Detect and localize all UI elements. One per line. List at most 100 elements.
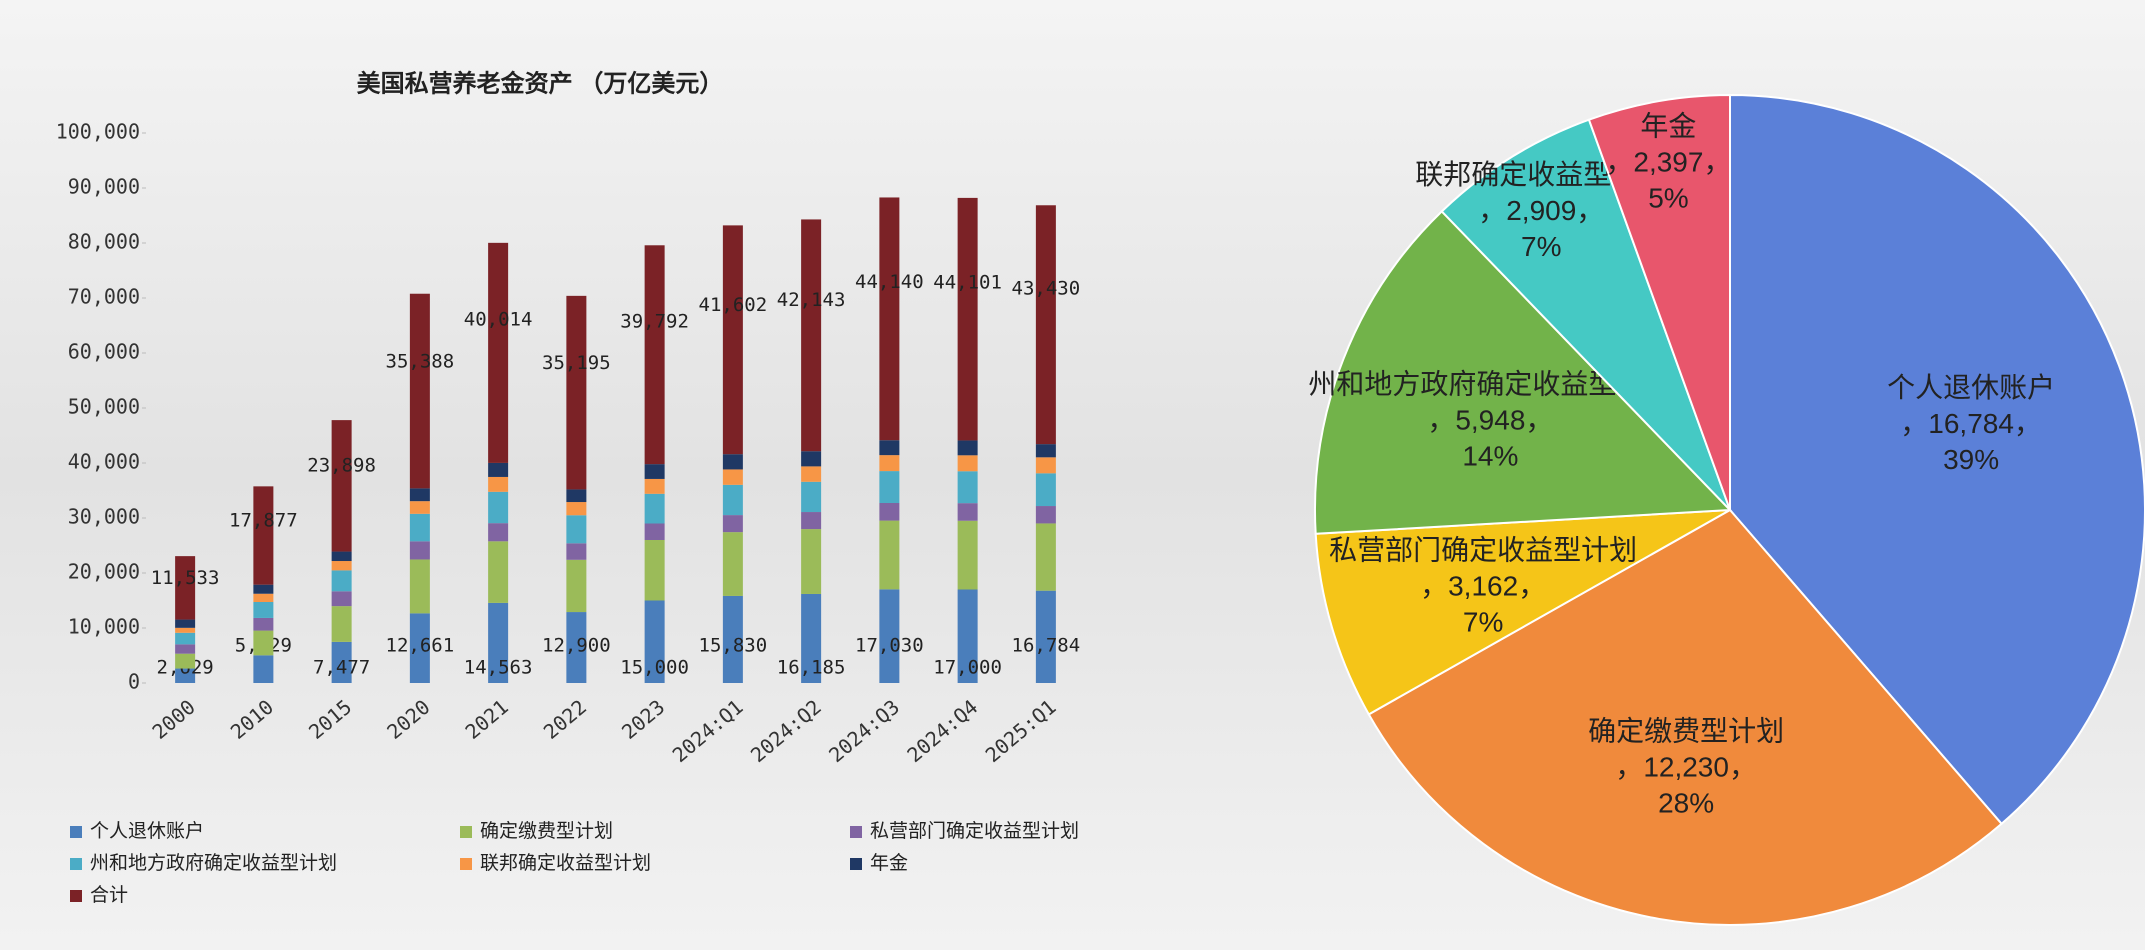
bar-segment [801,219,822,452]
bar-segment [253,601,274,618]
y-tick-label: 50,000 [68,395,140,419]
pie-slice [1367,508,2003,926]
bar-segment [957,471,978,504]
legend-label: 确定缴费型计划 [480,820,613,842]
legend-label: 年金 [870,852,908,874]
legend-swatch [70,858,82,870]
data-label: 15,000 [620,657,689,679]
bar-segment [253,584,274,594]
bar-segment [331,591,352,607]
data-label: 15,830 [699,635,768,657]
bar-segment [175,668,196,683]
pie-label-separator: ， [1900,409,1928,440]
data-label: 40,014 [464,308,533,330]
legend-swatch [70,826,82,838]
pie-label-value: 2,909 [1506,195,1576,226]
bar-segment [879,440,900,456]
bar-segment [175,644,196,654]
bar-segment [957,440,978,456]
pie-slice [1440,118,1731,511]
data-label: 35,388 [386,350,455,372]
bar-segment [566,559,587,613]
legend-label: 私营部门确定收益型计划 [870,820,1079,842]
pie-slice [1314,209,1733,535]
bar-segment [488,242,509,463]
bar-segment [253,655,274,683]
bar-segment [409,559,430,614]
pie-slice [1314,509,1731,716]
y-tick-label: 30,000 [68,505,140,529]
bar-segment [879,455,900,472]
bar-segment [566,612,587,683]
data-label: 17,030 [855,635,924,657]
legend-label: 个人退休账户 [90,820,204,842]
bar-segment [331,641,352,683]
pie-label: 年金，2,397， 5% [1605,111,1731,214]
bar-segment [331,606,352,642]
data-label: 23,898 [307,455,376,477]
bar-segment [566,543,587,560]
pie-label-value: 3,162 [1448,571,1518,602]
bar-segment [253,593,274,602]
bar-segment [488,476,509,492]
bar-segment [644,540,665,601]
legend-label: 合计 [90,884,128,906]
bar-segment [409,488,430,502]
bar-segment [879,197,900,441]
pie-label-separator: ， [1615,752,1643,783]
pie-label-category: 年金 [1640,111,1696,142]
legend-swatch [460,826,472,838]
bar-segment [957,455,978,472]
bar-segment [488,602,509,683]
bar-segment [566,489,587,503]
bar-segment [879,520,900,590]
bar-segment [957,197,978,441]
bar-segment [175,627,196,633]
pie-label-separator: ， [1478,195,1506,226]
bar-segment [175,556,196,620]
bar-segment [722,515,743,533]
y-tick-label: 10,000 [68,615,140,639]
legend-label: 联邦确定收益型计划 [480,852,651,874]
bar-segment [722,532,743,596]
legend-swatch [850,858,862,870]
bar-segment [801,451,822,467]
bar-segment [253,486,274,585]
bar-segment [801,529,822,594]
y-tick-label: 60,000 [68,340,140,364]
data-label: 35,195 [542,352,611,374]
y-tick-label: 0 [128,670,140,694]
bar-segment [175,653,196,669]
legend-label: 州和地方政府确定收益型计划 [90,852,337,874]
bar-segment [644,600,665,683]
bar-segment [409,513,430,542]
data-label: 17,000 [933,657,1002,679]
bar-segment [488,523,509,542]
data-label: 7,477 [313,657,370,679]
y-tick-label: 100,000 [56,120,140,144]
bar-segment [879,502,900,521]
chart-title: 美国私营养老金资产 （万亿美元） [357,69,724,97]
bar-segment [331,551,352,562]
bar-segment [331,570,352,592]
bar-segment [957,503,978,521]
pie-label-value: 12,230 [1643,752,1729,783]
y-tick-label: 40,000 [68,450,140,474]
pie-label-percent: 7% [1463,607,1503,638]
pie-label-percent: 7% [1521,231,1561,262]
data-label: 12,661 [386,635,455,657]
data-label: 11,533 [151,567,220,589]
bar-segment [644,523,665,540]
y-tick-label: 70,000 [68,285,140,309]
bar-segment [175,619,196,628]
bar-segment [801,512,822,530]
data-label: 41,602 [699,294,768,316]
pie-label-separator: ， [1427,405,1455,436]
bar-segment [1035,590,1056,683]
pie-label-separator: ， [1576,195,1604,226]
bar-segment [566,295,587,490]
pie-label-value: 2,397 [1633,147,1703,178]
pie-slice [1729,93,2145,826]
bar-segment [331,420,352,552]
bar-segment [1035,473,1056,507]
